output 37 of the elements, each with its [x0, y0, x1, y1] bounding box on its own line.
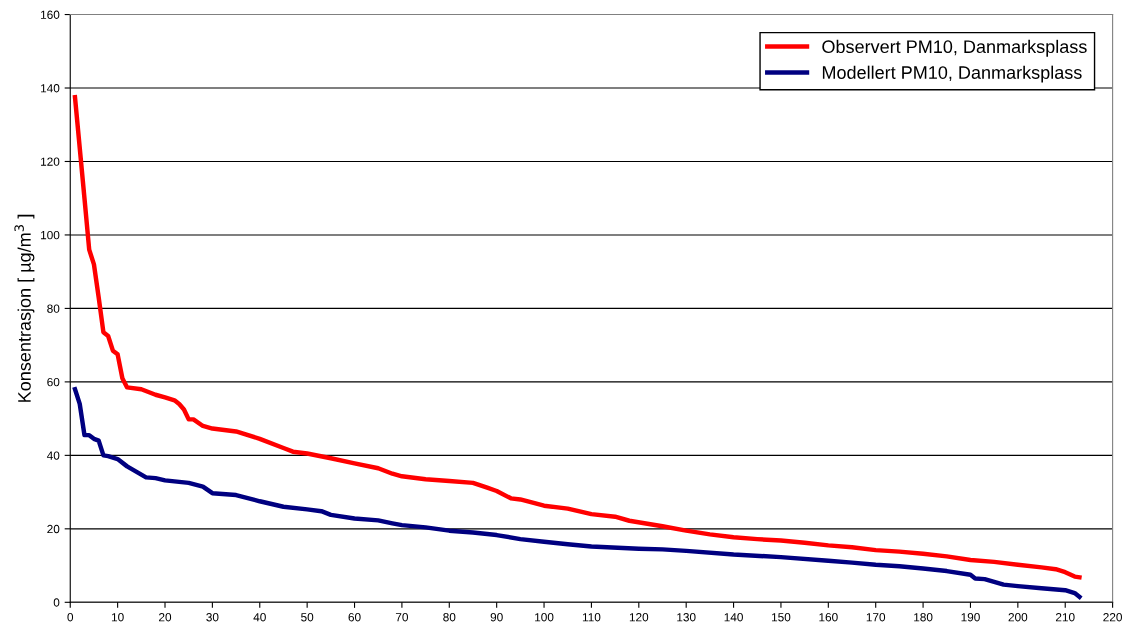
legend-label: Modellert PM10, Danmarksplass [822, 65, 1082, 83]
x-tick-label: 20 [159, 613, 172, 622]
y-tick-label: 60 [47, 377, 60, 387]
x-tick-label: 220 [1103, 613, 1122, 622]
y-tick-label: 20 [47, 524, 60, 534]
x-tick-label: 130 [677, 613, 696, 622]
x-tick-label: 70 [395, 613, 409, 622]
x-tick-label: 110 [582, 613, 601, 622]
y-tick-label: 40 [46, 451, 60, 460]
x-tick-label: 180 [914, 613, 933, 622]
x-tick-label: 210 [1055, 613, 1075, 622]
y-tick-label: 80 [47, 304, 60, 313]
legend-label: Observert PM10, Danmarksplass [822, 39, 1087, 57]
x-tick-label: 120 [629, 613, 649, 622]
x-tick-label: 150 [772, 613, 791, 622]
x-tick-label: 190 [961, 613, 980, 622]
line-series [72, 94, 1082, 580]
x-tick-label: 200 [1008, 613, 1028, 622]
x-tick-label: 50 [301, 613, 314, 622]
x-tick-label: 30 [206, 613, 219, 622]
x-tick-label: 10 [111, 613, 124, 622]
x-tick-label: 80 [443, 613, 456, 622]
y-tick-label: 0 [53, 598, 60, 607]
y-axis-title: Konsentrasjon [ µg/m$^{3}$ ] [14, 214, 35, 402]
x-tick-label: 60 [348, 613, 361, 622]
y-tick-label: 160 [41, 10, 60, 19]
line-series [72, 387, 1082, 600]
x-tick-label: 0 [67, 613, 74, 622]
x-tick-label: 170 [866, 613, 886, 622]
x-tick-label: 140 [724, 613, 743, 622]
x-tick-label: 90 [490, 613, 503, 622]
x-tick-label: 160 [819, 613, 838, 622]
y-tick-label: 140 [41, 84, 60, 93]
x-tick-label: 100 [535, 613, 554, 622]
x-tick-label: 40 [253, 613, 266, 622]
y-tick-label: 120 [41, 157, 60, 166]
y-tick-label: 100 [41, 230, 60, 240]
